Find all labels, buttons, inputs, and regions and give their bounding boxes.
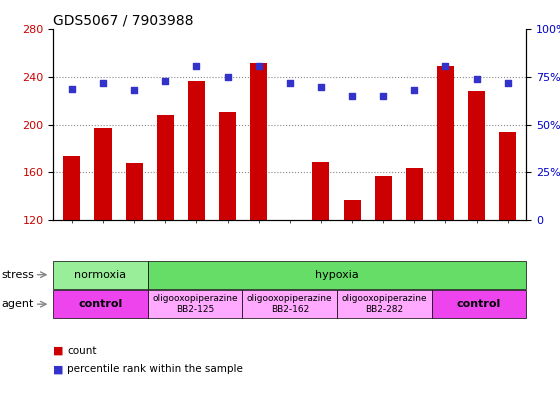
- Point: [472, 76, 481, 82]
- Bar: [250, 63, 267, 363]
- Point: [410, 87, 419, 94]
- Point: [285, 80, 294, 86]
- Point: [99, 80, 108, 86]
- Point: [316, 83, 325, 90]
- Bar: [312, 162, 329, 363]
- Bar: [406, 168, 423, 363]
- Point: [223, 74, 232, 80]
- Text: oligooxopiperazine
BB2-282: oligooxopiperazine BB2-282: [342, 294, 427, 314]
- Bar: [157, 115, 174, 363]
- Point: [254, 62, 263, 69]
- Text: percentile rank within the sample: percentile rank within the sample: [67, 364, 243, 375]
- Bar: [499, 132, 516, 363]
- Point: [192, 62, 201, 69]
- Text: oligooxopiperazine
BB2-125: oligooxopiperazine BB2-125: [152, 294, 238, 314]
- Text: control: control: [457, 299, 501, 309]
- Bar: [95, 129, 111, 363]
- Bar: [343, 200, 361, 363]
- Text: agent: agent: [1, 299, 34, 309]
- Point: [130, 87, 139, 94]
- Text: normoxia: normoxia: [74, 270, 127, 280]
- Bar: [219, 112, 236, 363]
- Point: [379, 93, 388, 99]
- Text: hypoxia: hypoxia: [315, 270, 359, 280]
- Bar: [437, 66, 454, 363]
- Text: control: control: [78, 299, 123, 309]
- Point: [441, 62, 450, 69]
- Bar: [188, 81, 205, 363]
- Point: [161, 78, 170, 84]
- Point: [348, 93, 357, 99]
- Bar: [125, 163, 143, 363]
- Text: ■: ■: [53, 345, 64, 356]
- Point: [503, 80, 512, 86]
- Bar: [63, 156, 81, 363]
- Text: oligooxopiperazine
BB2-162: oligooxopiperazine BB2-162: [247, 294, 333, 314]
- Point: [67, 85, 76, 92]
- Text: GDS5067 / 7903988: GDS5067 / 7903988: [53, 14, 194, 28]
- Bar: [468, 92, 485, 363]
- Text: stress: stress: [1, 270, 34, 280]
- Text: ■: ■: [53, 364, 64, 375]
- Text: count: count: [67, 345, 97, 356]
- Bar: [281, 220, 298, 363]
- Bar: [375, 176, 392, 363]
